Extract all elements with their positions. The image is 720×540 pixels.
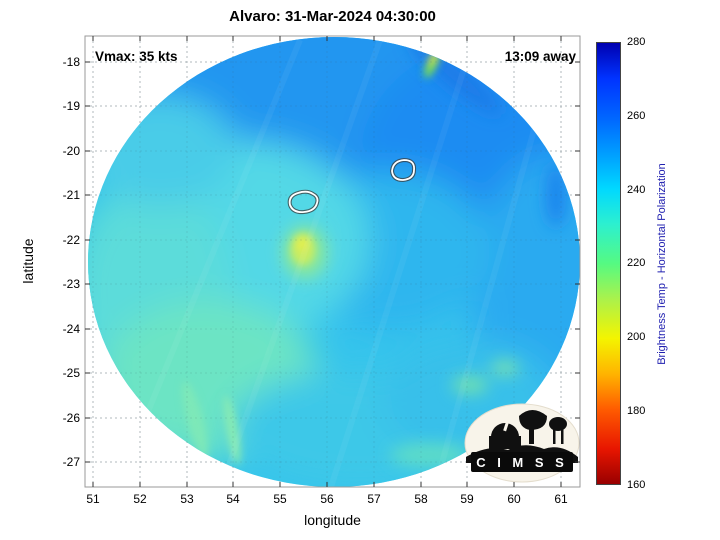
y-tick-label: -18 bbox=[62, 55, 80, 69]
colorbar-tick-label: 240 bbox=[627, 184, 646, 196]
dome-slit bbox=[503, 419, 510, 432]
colorbar-tick-label: 200 bbox=[627, 331, 646, 343]
plot-title: Alvaro: 31-Mar-2024 04:30:00 bbox=[229, 8, 436, 25]
white-contours bbox=[287, 158, 417, 215]
x-tick-label: 53 bbox=[180, 492, 194, 506]
colorbar-tick-label: 280 bbox=[627, 36, 646, 48]
cimss-text: C I M S S bbox=[476, 455, 568, 470]
x-tick-label: 52 bbox=[133, 492, 147, 506]
x-tick-label: 60 bbox=[507, 492, 521, 506]
colorbar-tick-label: 180 bbox=[627, 405, 646, 417]
y-tick-label: -24 bbox=[62, 322, 80, 336]
tick-marks bbox=[85, 36, 580, 487]
x-tick-label: 55 bbox=[273, 492, 287, 506]
colorbar-tick-label: 220 bbox=[627, 257, 646, 269]
y-tick-label: -25 bbox=[62, 366, 80, 380]
colorbar-tick-label: 160 bbox=[627, 479, 646, 491]
x-tick-label: 56 bbox=[320, 492, 334, 506]
y-tick-label: -21 bbox=[62, 188, 80, 202]
x-tick-label: 58 bbox=[414, 492, 428, 506]
time-away-annotation: 13:09 away bbox=[504, 49, 576, 64]
colorbar-tick-label: 260 bbox=[627, 110, 646, 122]
y-tick-label: -27 bbox=[62, 455, 80, 469]
axes-frame bbox=[84, 35, 581, 488]
x-tick-label: 61 bbox=[554, 492, 568, 506]
y-tick-label: -19 bbox=[62, 99, 80, 113]
y-tick-label: -20 bbox=[62, 144, 80, 158]
cimss-banner bbox=[471, 452, 573, 472]
y-tick-label: -22 bbox=[62, 233, 80, 247]
x-tick-label: 57 bbox=[367, 492, 381, 506]
y-tick-label: -26 bbox=[62, 411, 80, 425]
colorbar-label: Brightness Temp - Horizontal Polarizatio… bbox=[656, 163, 668, 365]
x-axis-label: longitude bbox=[304, 512, 361, 528]
x-tick-label: 51 bbox=[86, 492, 100, 506]
x-tick-label: 54 bbox=[226, 492, 240, 506]
x-tick-label: 59 bbox=[460, 492, 474, 506]
colorbar bbox=[596, 42, 621, 485]
vmax-annotation: Vmax: 35 kts bbox=[95, 49, 178, 64]
y-tick-label: -23 bbox=[62, 277, 80, 291]
cimss-logo: C I M S S bbox=[464, 403, 580, 483]
